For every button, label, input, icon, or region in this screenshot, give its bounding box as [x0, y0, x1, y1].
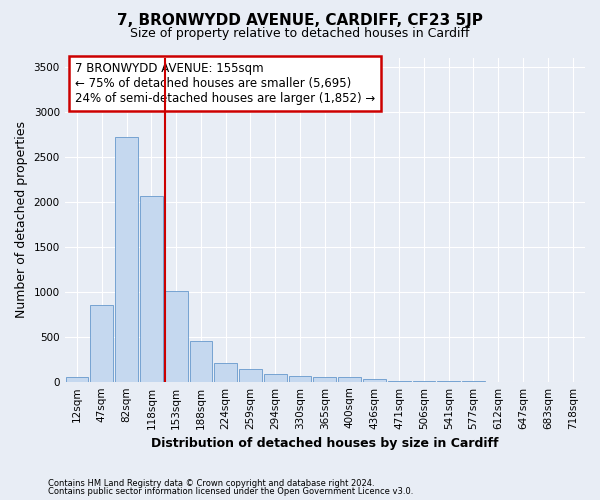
Bar	[264, 374, 287, 382]
Bar	[363, 378, 386, 382]
Bar	[313, 376, 336, 382]
Text: Contains public sector information licensed under the Open Government Licence v3: Contains public sector information licen…	[48, 487, 413, 496]
Text: 7 BRONWYDD AVENUE: 155sqm
← 75% of detached houses are smaller (5,695)
24% of se: 7 BRONWYDD AVENUE: 155sqm ← 75% of detac…	[75, 62, 376, 106]
Bar	[140, 196, 163, 382]
Bar	[65, 376, 88, 382]
Text: Size of property relative to detached houses in Cardiff: Size of property relative to detached ho…	[130, 28, 470, 40]
Bar	[165, 290, 188, 382]
Text: 7, BRONWYDD AVENUE, CARDIFF, CF23 5JP: 7, BRONWYDD AVENUE, CARDIFF, CF23 5JP	[117, 12, 483, 28]
Bar	[239, 368, 262, 382]
Bar	[91, 305, 113, 382]
Bar	[190, 340, 212, 382]
Y-axis label: Number of detached properties: Number of detached properties	[15, 121, 28, 318]
Bar	[388, 381, 410, 382]
Bar	[214, 363, 237, 382]
Text: Contains HM Land Registry data © Crown copyright and database right 2024.: Contains HM Land Registry data © Crown c…	[48, 478, 374, 488]
Bar	[115, 136, 138, 382]
Bar	[338, 376, 361, 382]
Bar	[289, 376, 311, 382]
X-axis label: Distribution of detached houses by size in Cardiff: Distribution of detached houses by size …	[151, 437, 499, 450]
